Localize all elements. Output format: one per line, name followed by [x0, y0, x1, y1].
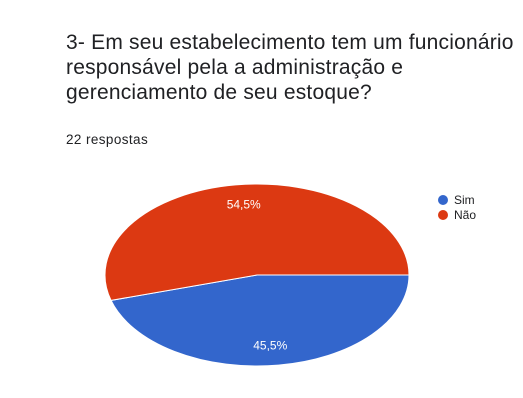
response-count: 22 respostas: [66, 132, 149, 147]
slice-nao: [104, 183, 410, 301]
slice-label-sim: 45,5%: [253, 338, 287, 352]
legend-label-sim: Sim: [454, 192, 475, 207]
legend-label-nao: Não: [454, 207, 477, 222]
legend-swatch-sim: [438, 194, 448, 205]
pie-labels: 45,5% 54,5%: [227, 198, 288, 353]
legend-item-sim: Sim: [438, 192, 476, 207]
chart-legend: Sim Não: [438, 192, 476, 222]
pie-slices: [104, 183, 410, 367]
legend-item-nao: Não: [438, 207, 476, 222]
question-title: 3- Em seu estabelecimento tem um funcion…: [66, 31, 514, 104]
slice-sim: [110, 274, 410, 367]
legend-swatch-nao: [438, 209, 448, 220]
slice-label-nao: 54,5%: [227, 198, 261, 212]
